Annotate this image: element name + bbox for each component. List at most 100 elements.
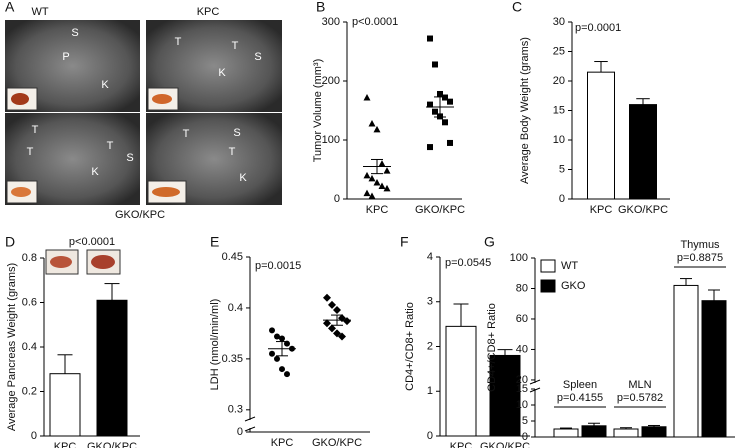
point bbox=[279, 335, 285, 342]
legend-label: GKO bbox=[561, 280, 586, 292]
x-tick-label: GKO/KPC bbox=[618, 204, 668, 216]
point bbox=[378, 182, 386, 190]
organ-label: T bbox=[27, 146, 34, 158]
bar bbox=[49, 373, 81, 437]
point bbox=[427, 35, 433, 42]
x-tick-label: KPC bbox=[366, 204, 389, 216]
organ-label: S bbox=[233, 127, 240, 139]
y-tick-label: 10 bbox=[516, 399, 528, 411]
axis-break bbox=[529, 379, 541, 385]
annotation: p<0.0001 bbox=[352, 16, 398, 28]
y-tick-label: 300 bbox=[322, 16, 340, 28]
panel-letter: B bbox=[316, 0, 325, 15]
point bbox=[269, 327, 275, 334]
point bbox=[333, 329, 341, 338]
point bbox=[328, 300, 336, 309]
y-tick-label: 25 bbox=[553, 45, 565, 57]
point bbox=[323, 319, 331, 328]
point bbox=[363, 171, 371, 179]
point bbox=[323, 293, 331, 302]
organ-label: T bbox=[229, 146, 236, 158]
y-tick-label: 20 bbox=[516, 374, 528, 386]
organ-label: T bbox=[232, 40, 239, 52]
image-label: WT bbox=[31, 6, 48, 18]
y-tick-label: 3 bbox=[427, 296, 433, 308]
point bbox=[427, 144, 433, 151]
organ-label: K bbox=[239, 172, 247, 184]
y-tick-label: 0.8 bbox=[22, 252, 37, 264]
organ bbox=[152, 94, 172, 104]
p-value: p=0.4155 bbox=[557, 392, 603, 404]
ultrasound-images bbox=[5, 20, 282, 205]
bar bbox=[581, 425, 607, 438]
y-axis-label: Tumor Volume (mm³) bbox=[312, 59, 324, 163]
organ-label: T bbox=[107, 140, 114, 152]
y-tick-label: 4 bbox=[427, 251, 433, 263]
pancreas-photos bbox=[45, 249, 121, 275]
point bbox=[368, 174, 376, 182]
y-tick-label: 0.3 bbox=[228, 404, 243, 416]
organ bbox=[11, 187, 31, 197]
group-label: Spleen bbox=[563, 379, 597, 391]
y-tick-label: 2 bbox=[427, 340, 433, 352]
x-tick-label: KPC bbox=[271, 437, 294, 448]
y-tick-label: 0.2 bbox=[22, 385, 37, 397]
point bbox=[284, 340, 290, 347]
y-tick-label: 60 bbox=[516, 313, 528, 325]
organ-label: T bbox=[183, 128, 190, 140]
y-tick-label: 0 bbox=[31, 430, 37, 442]
image-label: GKO/KPC bbox=[115, 209, 165, 221]
bar bbox=[701, 300, 727, 438]
point bbox=[432, 61, 438, 68]
y-tick-label: 0.4 bbox=[228, 302, 243, 314]
p-value: p=0.5782 bbox=[617, 392, 663, 404]
x-tick-label: GKO/KPC bbox=[415, 204, 465, 216]
annotation: p=0.0001 bbox=[575, 22, 621, 34]
panel-letter: F bbox=[400, 234, 409, 250]
point bbox=[447, 98, 453, 105]
point bbox=[442, 94, 448, 101]
panel-letter: E bbox=[210, 234, 219, 250]
organ-label: T bbox=[32, 124, 39, 136]
x-tick-label: GKO/KPC bbox=[312, 437, 362, 448]
y-tick-label: 0.4 bbox=[22, 341, 37, 353]
legend-swatch bbox=[540, 279, 556, 293]
bar bbox=[489, 354, 521, 437]
point bbox=[343, 317, 351, 326]
y-tick-label: 20 bbox=[553, 75, 565, 87]
organ-label: K bbox=[101, 79, 109, 91]
organ bbox=[50, 256, 72, 268]
image-label: KPC bbox=[197, 6, 220, 18]
y-tick-label: 100 bbox=[510, 252, 528, 264]
y-axis-label: Average Pancreas Weight (grams) bbox=[6, 263, 18, 431]
organ-label: K bbox=[91, 166, 99, 178]
y-axis-label: CD4+/CD8+ Ratio bbox=[486, 303, 498, 392]
point bbox=[368, 119, 376, 127]
y-tick-label: 0.45 bbox=[222, 251, 243, 263]
panel-letter: D bbox=[5, 234, 15, 250]
point bbox=[274, 355, 280, 362]
axis-break bbox=[529, 387, 541, 393]
point bbox=[447, 139, 453, 146]
point bbox=[284, 371, 290, 378]
point bbox=[274, 333, 280, 340]
bar bbox=[553, 428, 579, 438]
point bbox=[338, 332, 346, 341]
organ-label: S bbox=[126, 152, 133, 164]
y-axis-label: CD4+/CD8+ Ratio bbox=[404, 302, 416, 391]
y-tick-label: 100 bbox=[322, 134, 340, 146]
bar bbox=[641, 426, 667, 438]
axis-break bbox=[244, 416, 256, 422]
y-tick-label: 0.6 bbox=[22, 296, 37, 308]
point bbox=[368, 192, 376, 200]
point bbox=[442, 119, 448, 126]
y-tick-label: 15 bbox=[516, 383, 528, 395]
panel-letter: C bbox=[512, 0, 522, 15]
point bbox=[432, 108, 438, 115]
point bbox=[373, 178, 381, 186]
y-tick-label: 0 bbox=[427, 430, 433, 442]
y-tick-label: 5 bbox=[559, 163, 565, 175]
annotation: p=0.0015 bbox=[255, 260, 301, 272]
x-tick-label: KPC bbox=[590, 204, 613, 216]
axis-break bbox=[244, 426, 256, 432]
